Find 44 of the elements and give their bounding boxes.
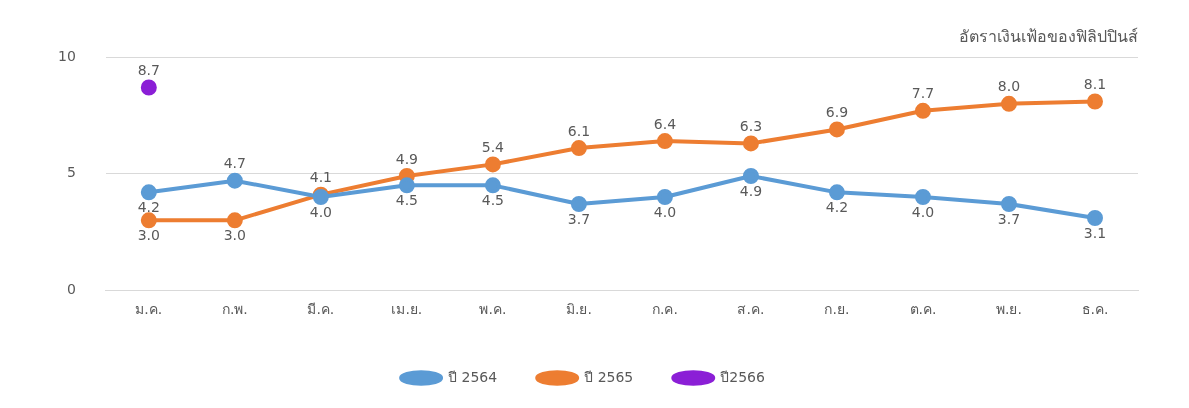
data-label: 4.5 (395, 191, 418, 208)
data-label: 8.7 (137, 62, 160, 79)
data-label: 3.7 (567, 210, 591, 227)
data-label: 5.4 (481, 139, 505, 156)
x-tick-label: มี.ค. (307, 301, 335, 318)
legend-label: ปี2566 (720, 368, 765, 385)
chart-title: อัตราเงินเฟ้อของฟิลิปปินส์ (959, 26, 1138, 46)
data-label: 4.5 (481, 191, 505, 208)
x-tick-label: พ.ค. (479, 301, 507, 318)
x-tick-label: ก.ค. (651, 301, 678, 318)
data-label: 8.1 (1083, 76, 1107, 93)
data-label: 4.0 (911, 203, 935, 220)
data-label: 6.3 (739, 118, 763, 135)
legend-label: ปี 2564 (448, 368, 498, 385)
data-label: 3.1 (1083, 224, 1107, 241)
data-label: 4.1 (309, 169, 332, 186)
y-tick-label: 5 (66, 164, 76, 181)
data-label: 6.9 (825, 104, 849, 121)
x-tick-label: พ.ย. (996, 301, 1022, 318)
x-tick-label: ธ.ค. (1081, 301, 1109, 318)
data-label: 8.0 (997, 78, 1021, 95)
x-tick-label: เม.ย. (391, 301, 423, 318)
data-label: 7.7 (911, 85, 935, 102)
x-tick-label: ส.ค. (737, 301, 765, 318)
y-tick-label: 10 (57, 47, 76, 64)
data-label: 4.9 (395, 150, 418, 167)
x-tick-label: ก.ย. (824, 301, 850, 318)
data-label: 4.2 (825, 198, 849, 215)
data-label: 4.9 (739, 182, 763, 199)
data-label: 3.0 (137, 226, 160, 243)
data-label: 6.1 (567, 122, 591, 139)
data-label: 4.0 (309, 203, 332, 220)
data-label: 3.7 (997, 210, 1021, 227)
legend-label: ปี 2565 (584, 368, 634, 385)
data-label: 4.2 (137, 198, 160, 215)
data-label: 3.0 (223, 226, 246, 243)
y-tick-label: 0 (66, 280, 76, 297)
data-label: 4.0 (653, 203, 677, 220)
data-label: 6.4 (653, 115, 677, 132)
data-label: 4.7 (223, 155, 246, 172)
x-tick-label: ก.พ. (221, 301, 248, 318)
x-tick-label: มิ.ย. (565, 301, 592, 318)
x-tick-label: ต.ค. (909, 301, 937, 318)
x-tick-label: ม.ค. (135, 301, 163, 318)
